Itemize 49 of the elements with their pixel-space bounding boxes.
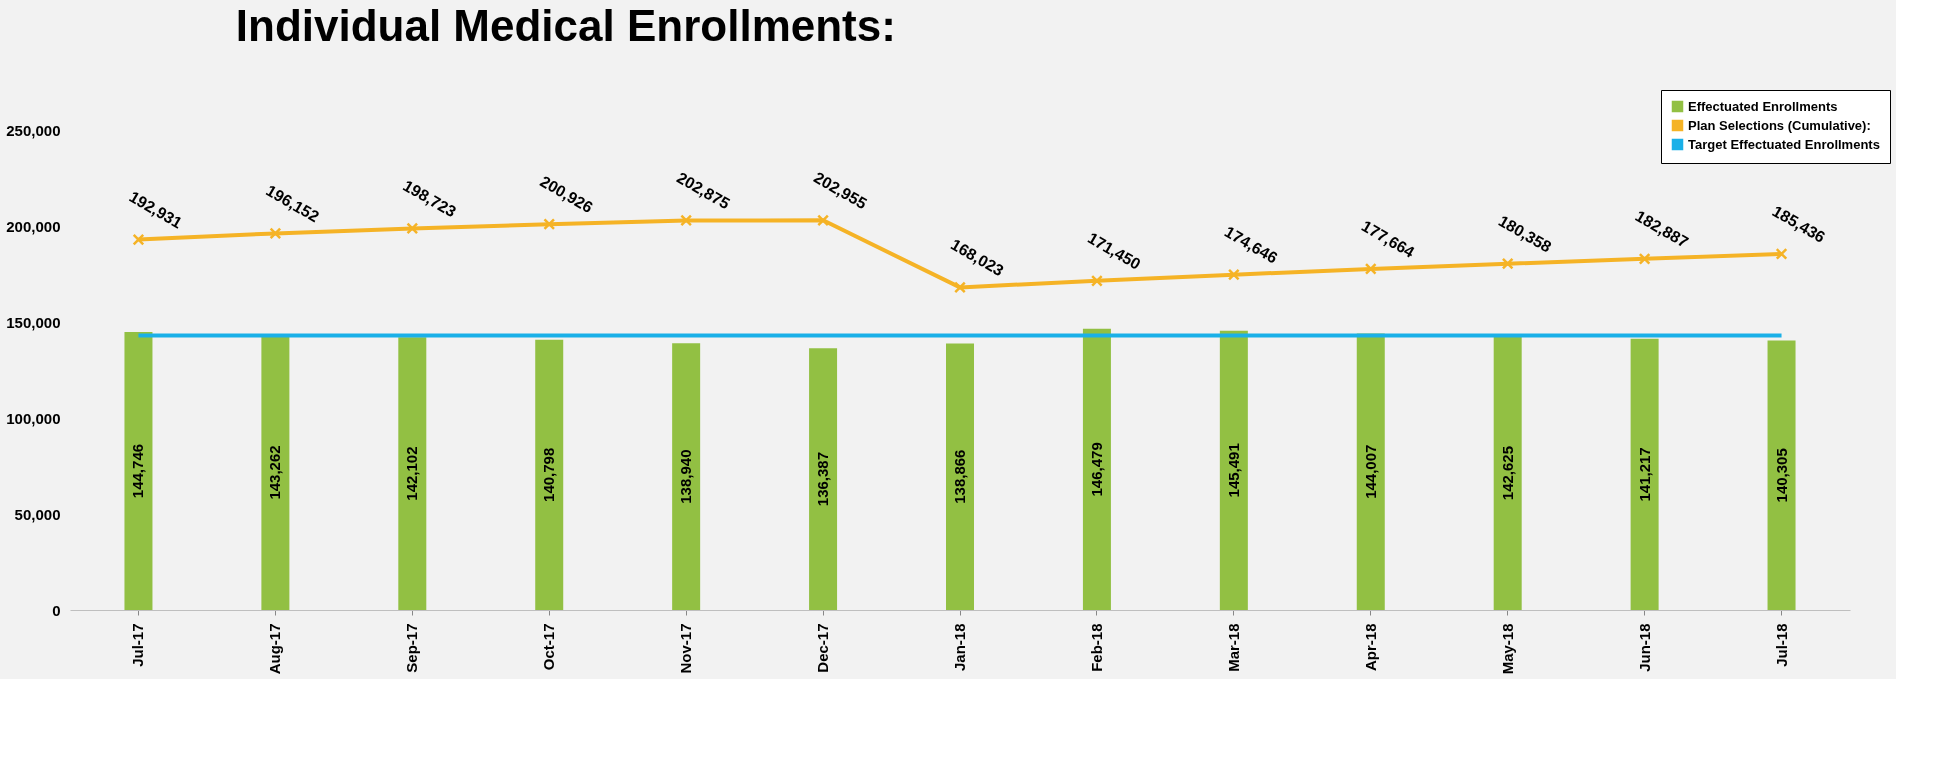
x-tick-label: Nov-17: [677, 623, 695, 674]
x-tick-label: Aug-17: [266, 623, 284, 675]
x-tick-label: Mar-18: [1224, 623, 1242, 672]
point: [543, 218, 556, 231]
data-label: 144,007: [1361, 444, 1379, 499]
point: [817, 214, 830, 227]
x-tick-label: Dec-17: [814, 623, 832, 673]
data-label: 145,491: [1224, 443, 1242, 498]
point: [954, 281, 966, 294]
x-tick-label: May-18: [1498, 623, 1516, 675]
point: [1364, 262, 1377, 275]
data-label: 140,305: [1772, 448, 1790, 503]
point: [1090, 274, 1103, 287]
data-label: 138,940: [677, 449, 695, 504]
x-tick-label: Jun-18: [1635, 623, 1653, 672]
x-tick-label: Jan-18: [951, 623, 968, 672]
point: [1227, 268, 1240, 281]
y-tick-label: 150,000: [6, 313, 61, 331]
point: [132, 233, 145, 246]
x-tick-label: Feb-18: [1087, 623, 1105, 672]
y-tick-label: 0: [52, 601, 61, 619]
point: [1638, 252, 1651, 265]
x-tick-label: Sep-17: [403, 623, 421, 673]
y-tick-label: 200,000: [6, 217, 61, 235]
data-label: 144,746: [129, 443, 147, 499]
data-label: 138,866: [951, 449, 968, 504]
x-tick-label: Oct-17: [540, 623, 558, 671]
chart-title: Individual Medical Enrollments:: [235, 0, 896, 50]
x-tick-label: Apr-18: [1361, 623, 1379, 672]
data-label: 143,262: [266, 445, 284, 500]
data-label: 146,479: [1087, 442, 1105, 497]
data-label: 136,387: [814, 451, 832, 507]
data-label: 142,625: [1498, 445, 1516, 501]
y-tick-label: 100,000: [6, 409, 61, 427]
legend-label: Target Effectuated Enrollments: [1688, 136, 1880, 152]
legend-label: Plan Selections (Cumulative):: [1688, 117, 1871, 133]
y-tick-label: 250,000: [6, 121, 61, 139]
point: [1501, 257, 1514, 270]
data-label: 140,798: [540, 447, 558, 502]
x-tick-label: Jul-17: [129, 623, 147, 667]
data-label: 142,102: [403, 446, 421, 501]
x-tick-label: Jul-18: [1772, 623, 1790, 667]
legend-label: Effectuated Enrollments: [1688, 98, 1838, 114]
point: [1775, 247, 1788, 260]
point: [406, 222, 419, 235]
y-tick-label: 50,000: [14, 505, 61, 523]
point: [680, 214, 693, 227]
data-label: 141,217: [1635, 447, 1653, 502]
point: [269, 227, 282, 240]
